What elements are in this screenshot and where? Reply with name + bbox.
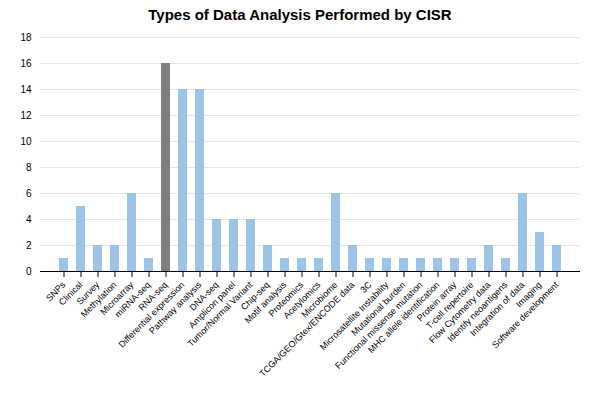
svg-text:3C: 3C [358,279,374,295]
svg-text:6: 6 [26,188,32,199]
svg-text:4: 4 [26,214,32,225]
svg-text:Pathway analysis: Pathway analysis [147,279,204,336]
svg-text:2: 2 [26,240,32,251]
svg-text:SNPs: SNPs [44,279,68,304]
svg-text:10: 10 [20,136,32,147]
svg-text:Differential expression: Differential expression [117,280,187,350]
svg-text:Survey: Survey [74,279,102,307]
svg-text:Software development: Software development [490,279,561,350]
svg-text:Integration of data: Integration of data [468,279,527,339]
svg-text:Methylation: Methylation [78,279,119,320]
svg-text:8: 8 [26,162,32,173]
svg-text:Acetylomics: Acetylomics [281,279,323,321]
svg-text:18: 18 [20,32,32,43]
svg-text:Microbiome: Microbiome [299,279,340,320]
svg-text:Clinical: Clinical [56,279,85,308]
svg-text:Tumor/Normal Variant: Tumor/Normal Variant [185,279,254,348]
svg-text:0: 0 [26,266,32,277]
svg-text:DNA-seq: DNA-seq [187,279,221,313]
svg-text:Functional missense mutation: Functional missense mutation [333,280,424,371]
svg-text:12: 12 [20,110,32,121]
svg-text:Chip-seq: Chip-seq [238,279,272,313]
svg-text:MHC allele identification: MHC allele identification [366,279,442,355]
svg-text:T-cell repertoire: T-cell repertoire [424,279,476,331]
svg-text:Flow Cytometry data: Flow Cytometry data [427,279,493,346]
svg-text:Identify neoantigens: Identify neoantigens [445,279,510,344]
svg-text:Proteomics: Proteomics [266,279,306,319]
svg-text:Amplicon panel: Amplicon panel [186,279,238,331]
svg-text:Imaging: Imaging [513,279,544,310]
svg-text:Microsatellite Instability: Microsatellite Instability [318,279,391,353]
svg-text:14: 14 [20,84,32,95]
svg-text:16: 16 [20,58,32,69]
svg-text:Microarray: Microarray [98,279,136,317]
svg-text:RNA-seq: RNA-seq [136,279,170,313]
svg-text:Mutational burden: Mutational burden [349,279,408,338]
svg-text:Motif analysis: Motif analysis [242,279,289,326]
svg-text:TCGA/GEO/Gtex/ENCODE data: TCGA/GEO/Gtex/ENCODE data [257,279,357,379]
svg-text:miRNA-seq: miRNA-seq [112,279,153,320]
html-text:Types of Data Analysis Perform: Types of Data Analysis Performed by CISR [148,6,452,23]
svg-text:Protein array: Protein array [414,279,459,324]
